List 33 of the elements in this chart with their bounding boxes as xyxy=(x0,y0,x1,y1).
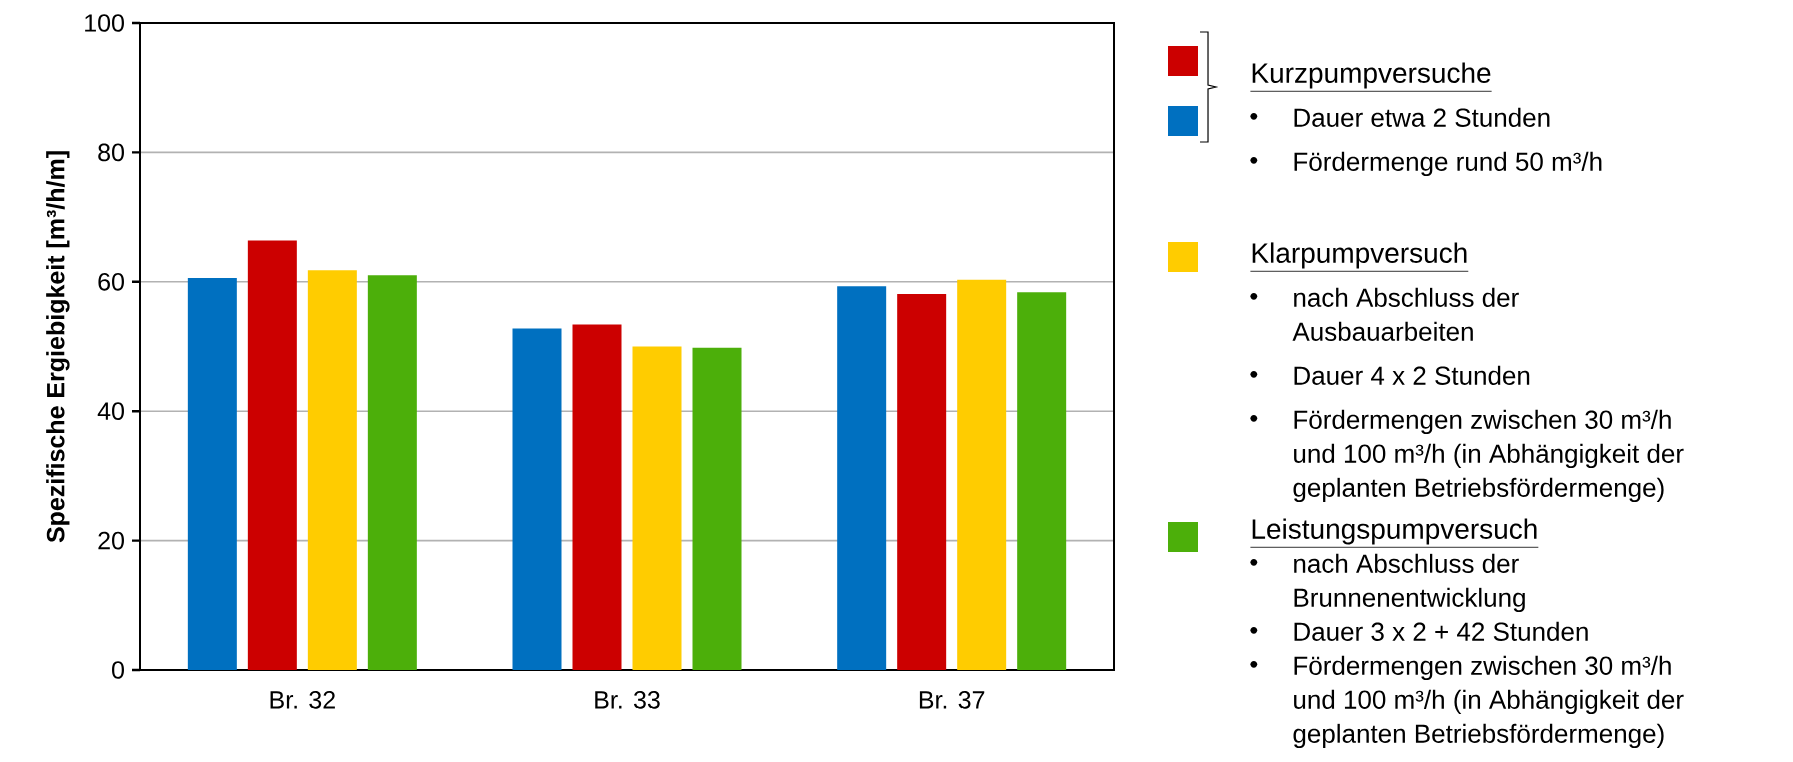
bar xyxy=(307,270,357,670)
text: Fördermenge rund 50 m³/h xyxy=(1294,151,1602,177)
text: Dauer 4 x 2 Stunden xyxy=(1294,365,1530,385)
text: nach Abschluss der Brunnenentwicklung xyxy=(1294,553,1525,613)
bar xyxy=(367,275,417,670)
text: Dauer 3 x 2 + 42 Stunden xyxy=(1294,621,1588,641)
y-tick-label: 20 xyxy=(98,531,124,550)
bar xyxy=(512,328,562,670)
text: nach Abschluss der Ausbauarbeiten xyxy=(1292,287,1519,341)
x-tick-label: Br. 33 xyxy=(595,691,660,709)
legend-label: Kurzpumpversuche xyxy=(1252,62,1491,89)
text: Fördermengen zwischen 30 m³/h und 100 m³/h (in Abhängigkeit der geplanten Betriebsfördermenge) xyxy=(1293,409,1684,503)
bar xyxy=(692,347,742,670)
y-tick-label: 80 xyxy=(98,143,124,162)
y-tick-label: 0 xyxy=(112,661,124,679)
bar xyxy=(247,240,297,670)
y-axis-title: Spezifische Ergiebigkeit [m³/h/m] xyxy=(46,151,70,543)
bar xyxy=(957,279,1007,670)
bar xyxy=(1017,292,1067,670)
bar xyxy=(572,324,622,670)
x-tick-label: Br. 37 xyxy=(919,691,985,709)
bar xyxy=(837,286,887,670)
legend-label: Klarpumpversuch xyxy=(1252,242,1467,269)
legend-label: Leistungspumpversuch xyxy=(1252,518,1537,545)
bar xyxy=(187,277,237,670)
text: Fördermengen zwischen 30 m³/h und 100 m³/h (in Abhängigkeit der geplanten Betriebsfördermenge) xyxy=(1293,655,1684,749)
bar xyxy=(632,346,682,670)
y-tick-label: 60 xyxy=(98,272,124,291)
bar xyxy=(897,294,947,670)
y-tick-label: 40 xyxy=(97,402,124,421)
x-tick-label: Br. 32 xyxy=(270,691,335,709)
text: Dauer etwa 2 Stunden xyxy=(1294,107,1550,127)
y-tick-label: 100 xyxy=(85,14,124,32)
